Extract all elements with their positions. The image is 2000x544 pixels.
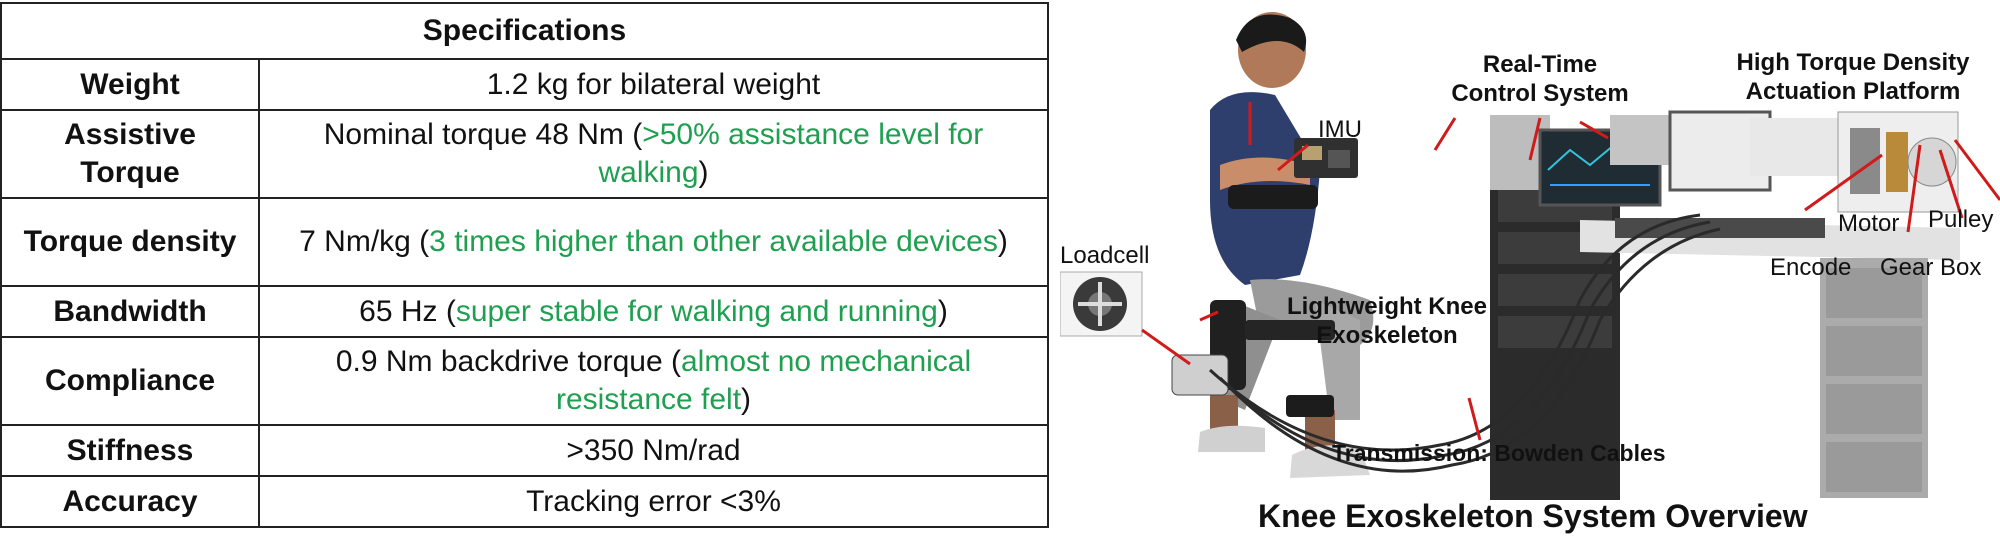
value-highlight: super stable for walking and running (455, 294, 938, 328)
row-key: Assistive Torque (0, 109, 260, 199)
table-row: Compliance 0.9 Nm backdrive torque (almo… (0, 336, 1049, 426)
knee-exoskeleton-label: Lightweight Knee Exoskeleton (1287, 293, 1487, 349)
transmission-label: Transmission: Bowden Cables (1332, 440, 1666, 466)
table-row: Weight 1.2 kg for bilateral weight (0, 58, 1049, 111)
diagram-caption: Knee Exoskeleton System Overview (1258, 498, 1808, 534)
system-overview-diagram: IMU Loadcell Lightweight Knee Exoskeleto… (1060, 0, 2000, 544)
value-text: Nominal torque 48 Nm ( (323, 118, 643, 151)
knee-exoskeleton (1171, 185, 1335, 417)
row-key: Compliance (0, 336, 260, 426)
value-text: Tracking error <3% (526, 484, 781, 518)
row-value: 7 Nm/kg (3 times higher than other avail… (258, 197, 1049, 287)
value-highlight: 3 times higher than other available devi… (429, 225, 998, 258)
person-figure (1198, 12, 1374, 478)
value-highlight: almost no mechanical resistance felt (555, 345, 972, 416)
table-header: Specifications (0, 2, 1049, 60)
bowden-cables (1208, 213, 1721, 473)
row-value: Tracking error <3% (258, 475, 1049, 528)
key-text: Assistive Torque (64, 118, 196, 189)
encode-label: Encode (1770, 254, 1852, 281)
value-tail: ) (997, 225, 1008, 258)
row-key: Accuracy (0, 475, 260, 528)
table-row: Bandwidth 65 Hz (super stable for walkin… (0, 285, 1049, 338)
loadcell-label: Loadcell (1060, 242, 1150, 269)
gearbox-label: Gear Box (1880, 254, 1982, 281)
value-text: 0.9 Nm backdrive torque ( (335, 345, 681, 378)
motor-label: Motor (1838, 210, 1900, 237)
table-header-row: Specifications (0, 2, 1049, 60)
specifications-table: Specifications Weight 1.2 kg for bilater… (0, 2, 1049, 528)
row-value: 1.2 kg for bilateral weight (258, 58, 1049, 111)
table-row: Assistive Torque Nominal torque 48 Nm (>… (0, 109, 1049, 199)
imu-board (1294, 138, 1358, 178)
actuation-platform (1837, 111, 1959, 213)
imu-label: IMU (1318, 116, 1362, 143)
row-key: Bandwidth (0, 285, 260, 338)
control-system-label: Real-Time Control System (1451, 51, 1629, 107)
value-tail: ) (937, 294, 948, 328)
workstation (1490, 110, 1960, 500)
loadcell-device (1060, 271, 1143, 337)
row-key: Torque density (0, 197, 260, 287)
table-row: Accuracy Tracking error <3% (0, 475, 1049, 528)
value-tail: ) (741, 383, 752, 416)
row-value: >350 Nm/rad (258, 424, 1049, 477)
table-row: Torque density 7 Nm/kg (3 times higher t… (0, 197, 1049, 287)
value-text: 7 Nm/kg ( (299, 225, 430, 258)
row-key: Stiffness (0, 424, 260, 477)
value-text: 65 Hz ( (359, 294, 456, 328)
value-tail: ) (698, 156, 709, 189)
actuation-platform-label: High Torque Density Actuation Platform (1736, 49, 1970, 105)
diagram-illustration (1060, 12, 2000, 500)
value-highlight: >50% assistance level for walking (598, 118, 984, 189)
table-row: Stiffness >350 Nm/rad (0, 424, 1049, 477)
row-value: Nominal torque 48 Nm (>50% assistance le… (258, 109, 1049, 199)
callout-lines (1141, 102, 2000, 441)
row-value: 0.9 Nm backdrive torque (almost no mecha… (258, 336, 1049, 426)
row-value: 65 Hz (super stable for walking and runn… (258, 285, 1049, 338)
pulley-label: Pulley (1928, 206, 1994, 233)
value-text: >350 Nm/rad (566, 433, 741, 467)
row-key: Weight (0, 58, 260, 111)
value-text: 1.2 kg for bilateral weight (486, 67, 821, 101)
